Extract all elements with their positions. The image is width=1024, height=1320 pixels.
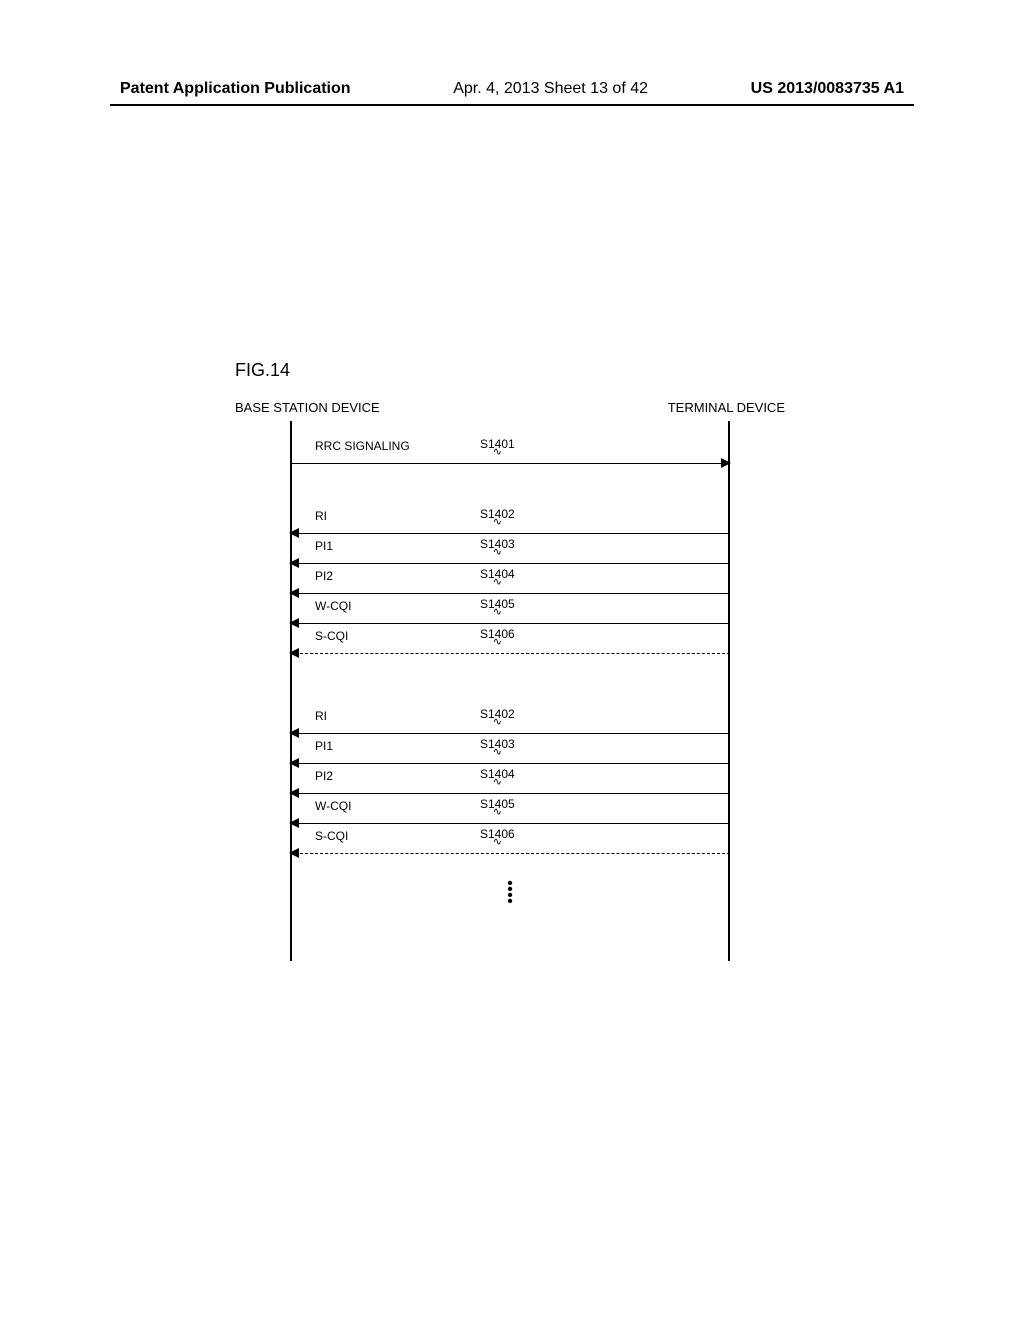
arrow-head-icon <box>289 758 299 768</box>
message-row: S-CQIS1406∿ <box>290 831 730 861</box>
message-step: S1403∿ <box>480 537 515 555</box>
message-step: S1405∿ <box>480 797 515 815</box>
message-step: S1405∿ <box>480 597 515 615</box>
lifeline-terminal <box>728 421 730 961</box>
arrow-head-icon <box>289 788 299 798</box>
figure-label: FIG.14 <box>235 360 290 381</box>
message-arrow-line <box>290 653 730 654</box>
message-label: PI2 <box>315 569 333 583</box>
message-step: S1404∿ <box>480 567 515 585</box>
message-row: S-CQIS1406∿ <box>290 631 730 661</box>
header-right: US 2013/0083735 A1 <box>751 80 904 98</box>
header-center: Apr. 4, 2013 Sheet 13 of 42 <box>453 80 648 98</box>
arrow-head-icon <box>289 848 299 858</box>
arrow-head-icon <box>289 618 299 628</box>
vertical-ellipsis-icon: •••• <box>507 881 513 905</box>
message-arrow-line <box>290 533 730 534</box>
message-arrow-line <box>290 623 730 624</box>
message-label: RI <box>315 709 327 723</box>
arrow-head-icon <box>289 588 299 598</box>
message-label: RRC SIGNALING <box>315 439 410 453</box>
message-step: S1403∿ <box>480 737 515 755</box>
message-step: S1406∿ <box>480 627 515 645</box>
message-arrow-line <box>290 853 730 854</box>
message-label: W-CQI <box>315 799 351 813</box>
message-step: S1401∿ <box>480 437 515 455</box>
message-row: RRC SIGNALINGS1401∿ <box>290 441 730 471</box>
message-label: PI2 <box>315 769 333 783</box>
arrow-head-icon <box>289 818 299 828</box>
left-actor-title: BASE STATION DEVICE <box>235 400 380 415</box>
message-step: S1402∿ <box>480 707 515 725</box>
page-header: Patent Application Publication Apr. 4, 2… <box>0 80 1024 98</box>
message-step: S1402∿ <box>480 507 515 525</box>
message-arrow-line <box>290 763 730 764</box>
message-arrow-line <box>290 733 730 734</box>
message-label: PI1 <box>315 539 333 553</box>
diagram-titles: BASE STATION DEVICE TERMINAL DEVICE <box>235 400 785 415</box>
message-arrow-line <box>290 563 730 564</box>
arrow-head-icon <box>289 558 299 568</box>
message-arrow-line <box>290 823 730 824</box>
sequence-diagram: BASE STATION DEVICE TERMINAL DEVICE RRC … <box>235 400 785 961</box>
message-label: S-CQI <box>315 629 348 643</box>
arrow-head-icon <box>289 648 299 658</box>
arrow-head-icon <box>289 528 299 538</box>
message-step: S1406∿ <box>480 827 515 845</box>
arrow-head-icon <box>721 458 731 468</box>
message-step: S1404∿ <box>480 767 515 785</box>
header-left: Patent Application Publication <box>120 80 351 98</box>
lifeline-base-station <box>290 421 292 961</box>
message-label: W-CQI <box>315 599 351 613</box>
lifelines-area: RRC SIGNALINGS1401∿RIS1402∿PI1S1403∿PI2S… <box>235 421 785 961</box>
right-actor-title: TERMINAL DEVICE <box>668 400 785 415</box>
message-label: S-CQI <box>315 829 348 843</box>
message-arrow-line <box>290 463 730 464</box>
arrow-head-icon <box>289 728 299 738</box>
message-arrow-line <box>290 593 730 594</box>
message-label: PI1 <box>315 739 333 753</box>
header-rule <box>110 104 914 106</box>
message-arrow-line <box>290 793 730 794</box>
message-label: RI <box>315 509 327 523</box>
